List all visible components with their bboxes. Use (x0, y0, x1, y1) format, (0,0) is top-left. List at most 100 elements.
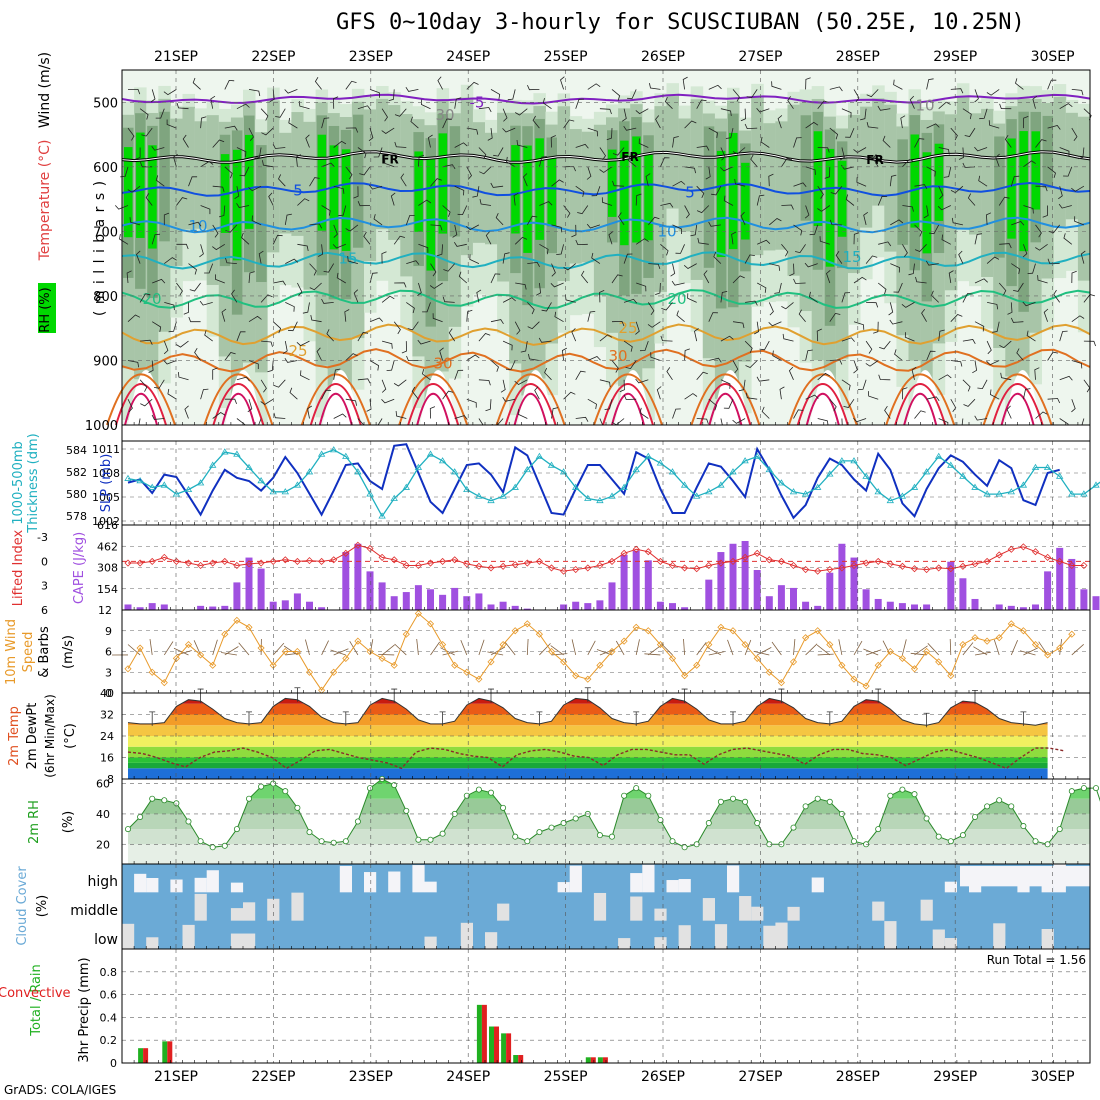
li-marker (499, 562, 507, 570)
wind-barb (401, 341, 407, 354)
thickness-marker (947, 461, 955, 468)
li-marker (705, 561, 713, 570)
li-marker (1019, 543, 1027, 551)
thickness-marker (366, 490, 374, 497)
wind-barb (295, 154, 301, 167)
cape-bar (160, 604, 168, 610)
rh-marker (923, 815, 930, 822)
cape-bar (632, 550, 640, 610)
wind-barb (734, 178, 746, 187)
wind-barb (538, 337, 552, 343)
wind-barb (514, 379, 528, 385)
cape-bar (281, 600, 289, 610)
wind-barb (520, 341, 528, 353)
rh-shade (279, 132, 292, 234)
wind-barb (359, 166, 371, 176)
wind-barb (514, 236, 528, 245)
rh-marker (197, 838, 204, 845)
rh-marker (609, 833, 616, 840)
wind-barb (635, 193, 642, 206)
wind-barb (817, 418, 829, 426)
wind-barb (723, 195, 734, 206)
wind-barb (649, 83, 661, 90)
wind-barb (672, 136, 679, 148)
li-marker (826, 565, 834, 574)
wind-barb (705, 166, 711, 180)
y-axis-label-precip: 3hr Precip (mm) (77, 957, 92, 1062)
wind-barb (212, 639, 218, 656)
cape-bar (584, 603, 592, 610)
rh-band (128, 813, 1090, 830)
wind-barb (781, 244, 789, 257)
wind-barb (675, 244, 685, 254)
cloud-gap (618, 938, 631, 949)
rh-marker (282, 788, 289, 795)
rh-marker (366, 785, 373, 792)
cloud-gap (182, 924, 195, 949)
thickness-marker (862, 472, 870, 479)
cloud-gap (751, 906, 764, 921)
wind-barb (430, 178, 442, 187)
wind-barb (188, 221, 202, 227)
wind-barb (671, 280, 685, 286)
thickness-marker (136, 477, 144, 484)
li-marker (414, 561, 422, 570)
li-marker (777, 557, 785, 565)
wind-barb (1059, 375, 1073, 381)
rh-shade (159, 111, 170, 242)
wind-barb (432, 313, 443, 323)
li-marker (862, 559, 870, 567)
rh-marker (500, 804, 507, 811)
rh-marker (354, 818, 361, 825)
wind-barb (647, 216, 660, 226)
wind-barb (502, 127, 516, 133)
wind-barb (793, 224, 803, 236)
wind-speed-marker (995, 634, 1003, 642)
rh-shade (497, 112, 510, 282)
rh-shade (1053, 96, 1067, 227)
wind-barb (1042, 205, 1048, 218)
wind-barb (381, 644, 395, 656)
wind-barb (819, 236, 830, 245)
wind-barb (866, 122, 879, 129)
precip-total-bar (476, 1004, 482, 1063)
cloud-gap (122, 923, 135, 949)
wind-barb (309, 223, 323, 229)
wind-speed-marker (910, 665, 919, 673)
wind-barb (587, 127, 598, 137)
wind-barb (732, 275, 745, 284)
wind-speed-marker (342, 654, 350, 662)
rh-marker (754, 820, 761, 827)
rh-shade (800, 115, 812, 221)
wind-barb (902, 387, 908, 400)
li-marker (148, 557, 156, 565)
minmax-bar (681, 688, 688, 704)
wind-speed-marker (584, 675, 592, 683)
wind-barb (554, 311, 564, 323)
wind-barb (260, 294, 273, 303)
wind-barb (963, 398, 976, 407)
wind-barb (660, 202, 674, 208)
wind-barb (893, 79, 903, 90)
cape-bar (1007, 605, 1015, 610)
wind-barb (720, 291, 728, 303)
rh-shade (944, 114, 958, 291)
minmax-bar (488, 688, 494, 704)
wind-barb (269, 89, 275, 102)
rh-shade (449, 126, 461, 237)
y-axis-label-temp: Temperature (°C) (37, 140, 53, 262)
wind-barb (865, 340, 873, 354)
wind-barb (1047, 398, 1061, 404)
wind-barb (247, 399, 253, 413)
run-total-label: Run Total = 1.56 (987, 953, 1086, 967)
wind-speed-marker (850, 675, 858, 683)
thickness-marker (281, 488, 290, 495)
cape-bar (886, 601, 894, 610)
wind-barb (1077, 147, 1085, 160)
wind-barb (485, 399, 492, 412)
wind-barb (429, 406, 436, 419)
wind-barb (127, 360, 140, 368)
wind-barb (442, 390, 454, 400)
wind-barb (711, 186, 722, 196)
wind-speed-marker (184, 641, 193, 649)
